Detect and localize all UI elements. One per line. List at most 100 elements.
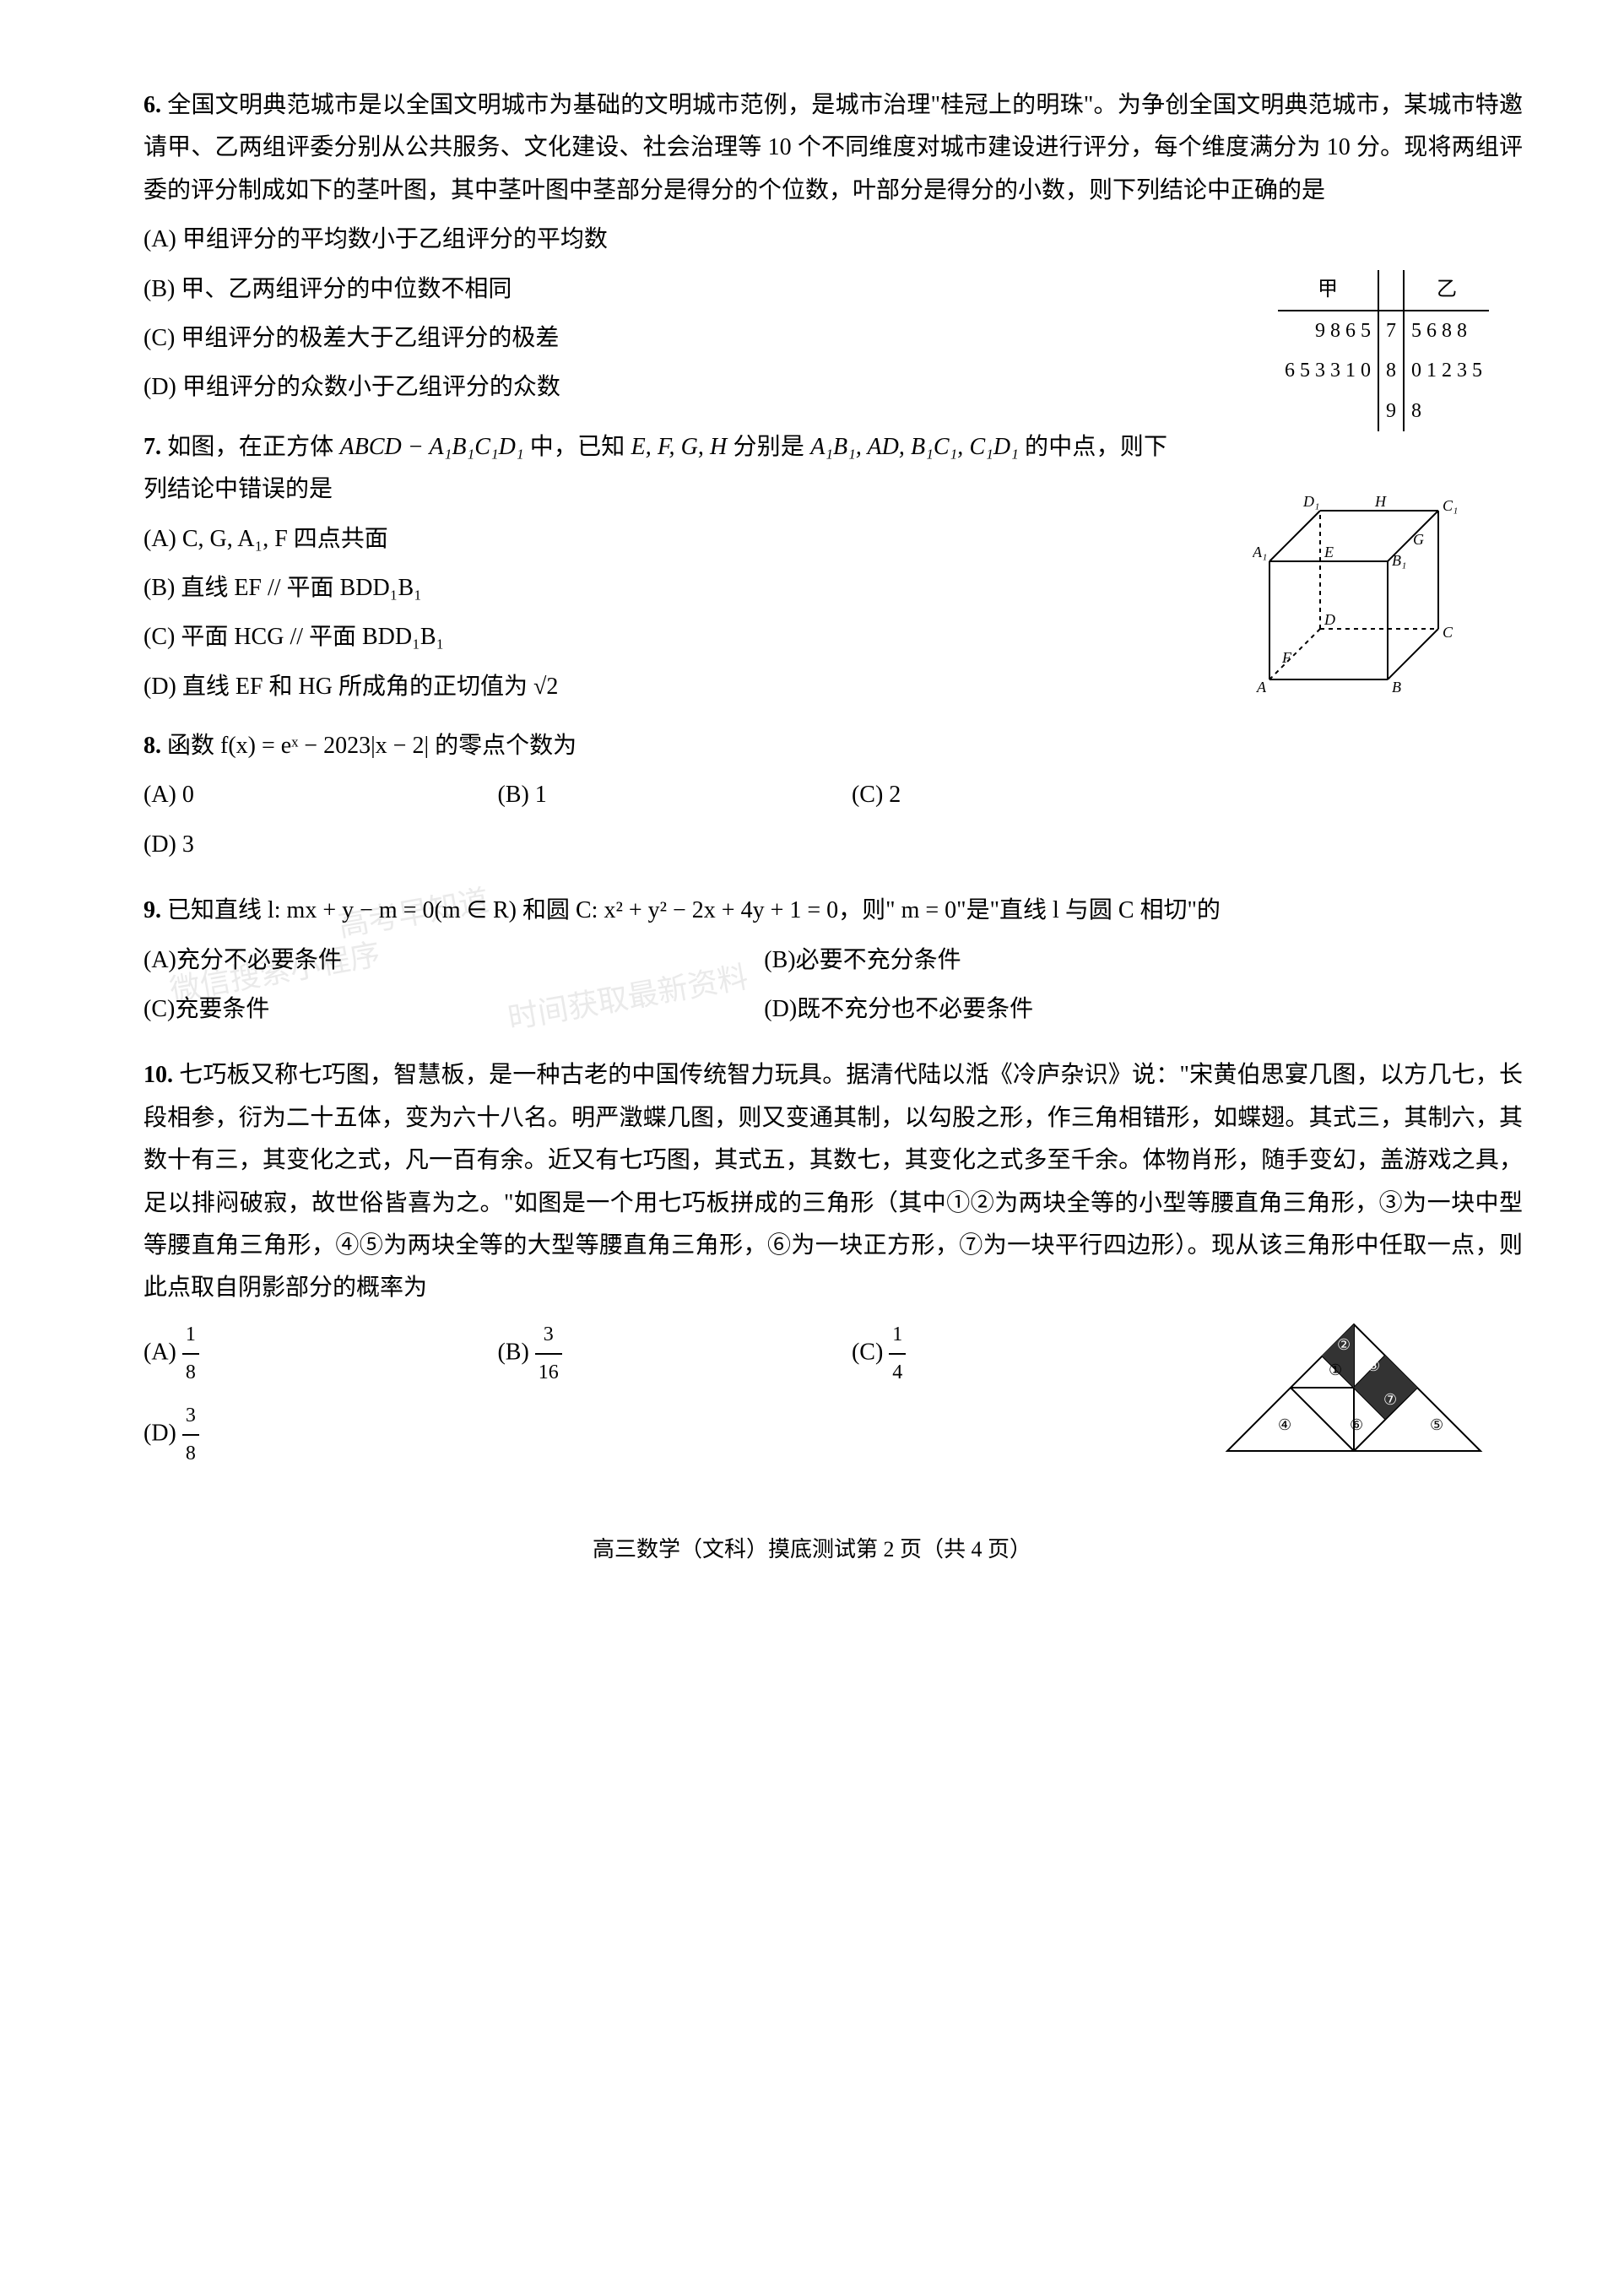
svg-text:C₁: C₁ bbox=[1443, 497, 1458, 514]
svg-text:⑦: ⑦ bbox=[1383, 1391, 1397, 1408]
q6-options: (A) 甲组评分的平均数小于乙组评分的平均数 (B) 甲、乙两组评分的中位数不相… bbox=[101, 219, 954, 409]
q9-option-a: (A)充分不必要条件 bbox=[143, 939, 764, 982]
svg-text:E: E bbox=[1324, 544, 1334, 560]
q10-body: 10. 七巧板又称七巧图，智慧板，是一种古老的中国传统智力玩具。据清代陆以湉《冷… bbox=[101, 1054, 1523, 1309]
sl-r2-stem: 9 bbox=[1378, 392, 1404, 431]
cube-diagram: A B C D A₁ B₁ C₁ D₁ E F G H bbox=[1253, 460, 1489, 696]
q8-options: (A) 0 (B) 1 (C) 2 (D) 3 bbox=[101, 774, 1523, 873]
sl-header-right: 乙 bbox=[1404, 270, 1489, 311]
q10-b-num: 3 bbox=[535, 1317, 562, 1355]
q7-option-a: (A) C, G, A₁, F 四点共面 bbox=[143, 518, 1167, 560]
question-7: 7. 如图，在正方体 ABCD − A₁B₁C₁D₁ 中，已知 E, F, G,… bbox=[101, 426, 1523, 708]
q8-option-a: (A) 0 bbox=[143, 774, 447, 816]
sl-r1-stem: 8 bbox=[1378, 351, 1404, 391]
svg-text:⑤: ⑤ bbox=[1430, 1416, 1443, 1433]
q8-option-c: (C) 2 bbox=[852, 774, 1155, 816]
page-footer: 高三数学（文科）摸底测试第 2 页（共 4 页） bbox=[101, 1530, 1523, 1570]
q10-b-den: 16 bbox=[535, 1355, 562, 1391]
sl-header-left: 甲 bbox=[1278, 270, 1378, 311]
q10-c-den: 4 bbox=[889, 1355, 906, 1391]
q10-d-label: (D) bbox=[143, 1421, 176, 1447]
tangram-diagram: ① ③ ② ④ ⑤ ⑥ ⑦ bbox=[1219, 1291, 1489, 1459]
svg-text:C: C bbox=[1443, 624, 1453, 641]
q6-option-d: (D) 甲组评分的众数小于乙组评分的众数 bbox=[143, 366, 954, 409]
q7-option-b: (B) 直线 EF // 平面 BDD₁B₁ bbox=[143, 567, 1167, 609]
svg-text:G: G bbox=[1413, 531, 1424, 548]
q7-mid: A₁B₁, AD, B₁C₁, C₁D₁ bbox=[810, 434, 1019, 460]
q10-d-den: 8 bbox=[182, 1436, 199, 1472]
q7-text-p3: 分别是 bbox=[727, 434, 810, 460]
q10-c-frac: 1 4 bbox=[889, 1317, 906, 1391]
q7-cube: ABCD − A₁B₁C₁D₁ bbox=[340, 434, 524, 460]
svg-text:H: H bbox=[1374, 493, 1387, 510]
q9-option-b: (B)必要不充分条件 bbox=[764, 939, 1384, 982]
q10-d-num: 3 bbox=[182, 1398, 199, 1436]
q10-number: 10. bbox=[143, 1062, 173, 1088]
svg-text:B₁: B₁ bbox=[1392, 552, 1406, 569]
q7-number: 7. bbox=[143, 434, 161, 460]
q7-points: E, F, G, H bbox=[631, 434, 728, 460]
sl-r0-stem: 7 bbox=[1378, 311, 1404, 351]
q8-option-b: (B) 1 bbox=[497, 774, 800, 816]
q9-text: 已知直线 l: mx + y − m = 0(m ∈ R) 和圆 C: x² +… bbox=[167, 897, 1221, 923]
sl-header-stem bbox=[1378, 270, 1404, 311]
q10-c-num: 1 bbox=[889, 1317, 906, 1355]
q9-number: 9. bbox=[143, 897, 161, 923]
q10-option-b: (B) 3 16 bbox=[497, 1317, 800, 1391]
q6-option-b: (B) 甲、乙两组评分的中位数不相同 bbox=[143, 268, 954, 311]
q8-text: 函数 f(x) = eˣ − 2023|x − 2| 的零点个数为 bbox=[167, 733, 577, 759]
svg-text:①: ① bbox=[1329, 1361, 1342, 1378]
sl-r2-left bbox=[1278, 392, 1378, 431]
svg-text:B: B bbox=[1392, 679, 1401, 696]
q6-text: 全国文明典范城市是以全国文明城市为基础的文明城市范例，是城市治理"桂冠上的明珠"… bbox=[143, 92, 1523, 203]
q10-option-a: (A) 1 8 bbox=[143, 1317, 447, 1391]
tangram-svg: ① ③ ② ④ ⑤ ⑥ ⑦ bbox=[1219, 1291, 1489, 1459]
q6-number: 6. bbox=[143, 92, 161, 118]
q10-c-label: (C) bbox=[852, 1339, 883, 1365]
q10-option-c: (C) 1 4 bbox=[852, 1317, 1155, 1391]
q10-a-den: 8 bbox=[182, 1355, 199, 1391]
question-6: 6. 全国文明典范城市是以全国文明城市为基础的文明城市范例，是城市治理"桂冠上的… bbox=[101, 84, 1523, 409]
q10-d-frac: 3 8 bbox=[182, 1398, 199, 1472]
q10-a-frac: 1 8 bbox=[182, 1317, 199, 1391]
svg-text:D: D bbox=[1324, 611, 1335, 628]
q8-number: 8. bbox=[143, 733, 161, 759]
q10-b-frac: 3 16 bbox=[535, 1317, 562, 1391]
question-10: 10. 七巧板又称七巧图，智慧板，是一种古老的中国传统智力玩具。据清代陆以湉《冷… bbox=[101, 1054, 1523, 1479]
q8-body: 8. 函数 f(x) = eˣ − 2023|x − 2| 的零点个数为 bbox=[101, 725, 1523, 767]
sl-r1-right: 0 1 2 3 5 bbox=[1404, 351, 1489, 391]
q6-option-a: (A) 甲组评分的平均数小于乙组评分的平均数 bbox=[143, 219, 954, 261]
q6-option-c: (C) 甲组评分的极差大于乙组评分的极差 bbox=[143, 317, 954, 360]
svg-text:D₁: D₁ bbox=[1302, 493, 1319, 510]
q7-body: 7. 如图，在正方体 ABCD − A₁B₁C₁D₁ 中，已知 E, F, G,… bbox=[101, 426, 1167, 512]
q10-option-d: (D) 3 8 bbox=[143, 1398, 447, 1472]
q8-option-d: (D) 3 bbox=[143, 824, 447, 866]
q10-text: 七巧板又称七巧图，智慧板，是一种古老的中国传统智力玩具。据清代陆以湉《冷庐杂识》… bbox=[143, 1062, 1523, 1301]
question-9: 9. 已知直线 l: mx + y − m = 0(m ∈ R) 和圆 C: x… bbox=[101, 890, 1523, 1037]
q7-text-p2: 中，已知 bbox=[524, 434, 631, 460]
svg-text:③: ③ bbox=[1367, 1357, 1380, 1374]
svg-text:②: ② bbox=[1337, 1336, 1351, 1353]
svg-text:A₁: A₁ bbox=[1253, 544, 1267, 560]
q10-a-label: (A) bbox=[143, 1339, 176, 1365]
sl-r0-left: 9 8 6 5 bbox=[1278, 311, 1378, 351]
sl-r0-right: 5 6 8 8 bbox=[1404, 311, 1489, 351]
sl-r2-right: 8 bbox=[1404, 392, 1489, 431]
q10-a-num: 1 bbox=[182, 1317, 199, 1355]
stem-leaf-plot: 甲 乙 9 8 6 5 7 5 6 8 8 6 5 3 3 1 0 8 0 1 … bbox=[1278, 270, 1489, 431]
sl-r1-left: 6 5 3 3 1 0 bbox=[1278, 351, 1378, 391]
q7-text-p1: 如图，在正方体 bbox=[167, 434, 339, 460]
svg-text:A: A bbox=[1256, 679, 1267, 696]
q9-body: 9. 已知直线 l: mx + y − m = 0(m ∈ R) 和圆 C: x… bbox=[101, 890, 1523, 932]
q9-option-d: (D)既不充分也不必要条件 bbox=[764, 988, 1384, 1031]
q10-b-label: (B) bbox=[497, 1339, 528, 1365]
q6-body: 6. 全国文明典范城市是以全国文明城市为基础的文明城市范例，是城市治理"桂冠上的… bbox=[101, 84, 1523, 212]
svg-text:④: ④ bbox=[1278, 1416, 1291, 1433]
svg-text:F: F bbox=[1281, 649, 1292, 666]
cube-svg: A B C D A₁ B₁ C₁ D₁ E F G H bbox=[1253, 460, 1489, 696]
q9-option-c: (C)充要条件 bbox=[143, 988, 764, 1031]
question-8: 8. 函数 f(x) = eˣ − 2023|x − 2| 的零点个数为 (A)… bbox=[101, 725, 1523, 873]
q7-option-c: (C) 平面 HCG // 平面 BDD₁B₁ bbox=[143, 616, 1167, 658]
q9-options: (A)充分不必要条件 (B)必要不充分条件 (C)充要条件 (D)既不充分也不必… bbox=[101, 939, 1523, 1038]
stem-leaf-table: 甲 乙 9 8 6 5 7 5 6 8 8 6 5 3 3 1 0 8 0 1 … bbox=[1278, 270, 1489, 431]
